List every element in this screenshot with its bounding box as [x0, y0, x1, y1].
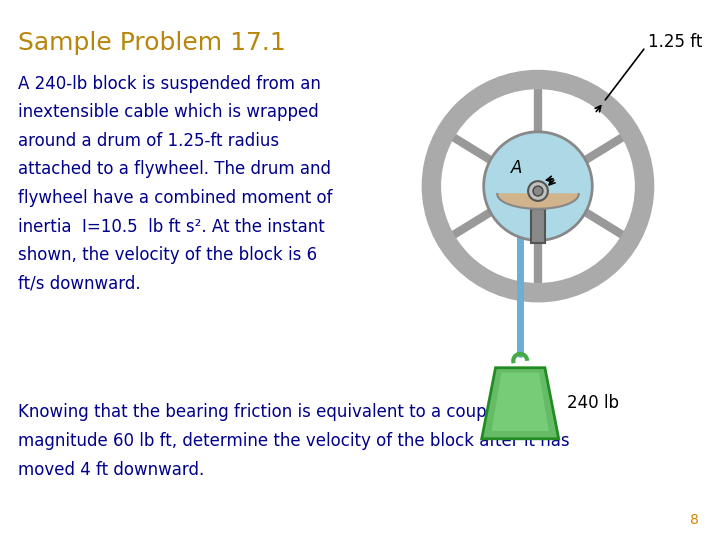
- Text: A: A: [510, 159, 522, 177]
- Text: shown, the velocity of the block is 6: shown, the velocity of the block is 6: [18, 246, 317, 264]
- Circle shape: [528, 181, 548, 201]
- Text: attached to a flywheel. The drum and: attached to a flywheel. The drum and: [18, 160, 330, 178]
- Text: flywheel have a combined moment of: flywheel have a combined moment of: [18, 189, 332, 207]
- Polygon shape: [492, 373, 549, 431]
- Text: 8: 8: [690, 512, 699, 526]
- Text: inextensible cable which is wrapped: inextensible cable which is wrapped: [18, 103, 318, 121]
- Polygon shape: [498, 194, 579, 209]
- Text: magnitude 60 lb ft, determine the velocity of the block after it has: magnitude 60 lb ft, determine the veloci…: [18, 432, 570, 450]
- Circle shape: [533, 186, 543, 196]
- Text: around a drum of 1.25-ft radius: around a drum of 1.25-ft radius: [18, 132, 279, 150]
- Text: Knowing that the bearing friction is equivalent to a couple of: Knowing that the bearing friction is equ…: [18, 403, 523, 421]
- Text: Sample Problem 17.1: Sample Problem 17.1: [18, 31, 286, 55]
- Text: moved 4 ft downward.: moved 4 ft downward.: [18, 461, 204, 478]
- Bar: [531, 209, 545, 244]
- Text: 1.25 ft: 1.25 ft: [647, 33, 702, 51]
- Circle shape: [484, 132, 593, 240]
- Text: 240 lb: 240 lb: [567, 394, 618, 412]
- Polygon shape: [482, 368, 559, 439]
- Text: inertia  I=10.5  lb ft s². At the instant: inertia I=10.5 lb ft s². At the instant: [18, 218, 325, 235]
- Text: ft/s downward.: ft/s downward.: [18, 275, 140, 293]
- Circle shape: [438, 86, 638, 286]
- Text: A 240-lb block is suspended from an: A 240-lb block is suspended from an: [18, 75, 320, 92]
